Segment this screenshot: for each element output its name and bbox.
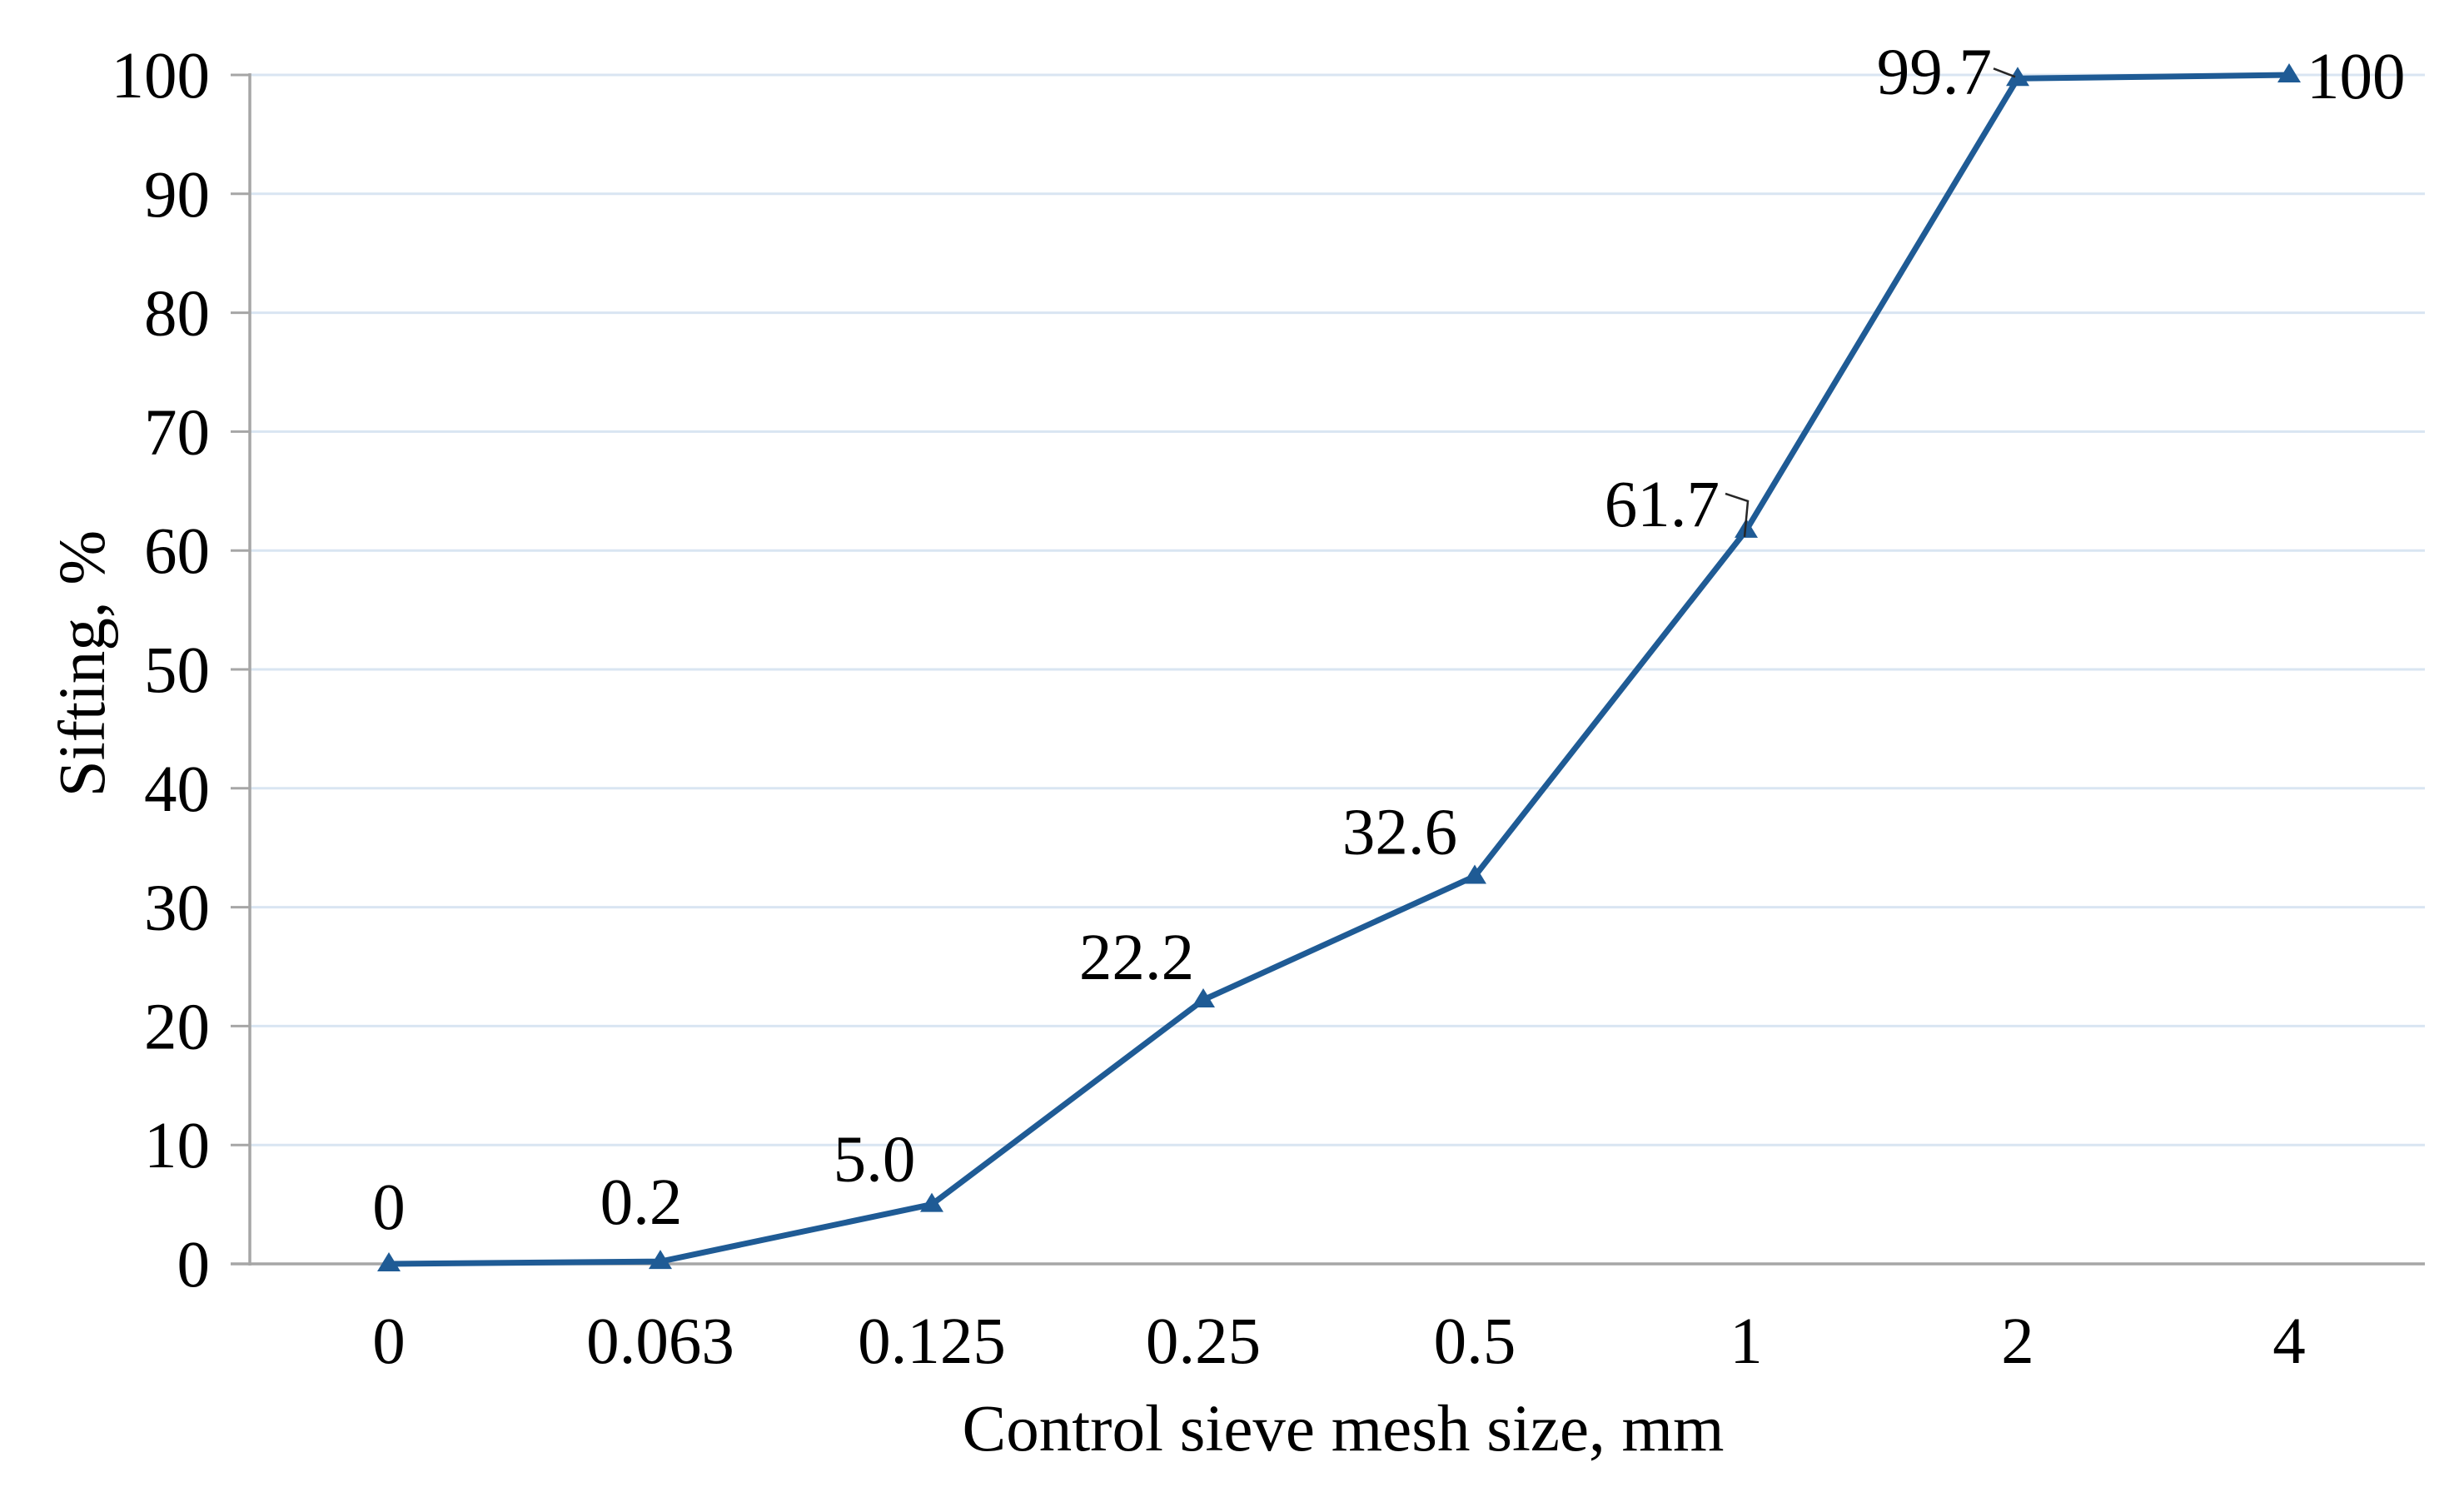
- data-label: 99.7: [1877, 36, 1992, 108]
- data-point-marker: [920, 1192, 943, 1212]
- data-label: 0: [372, 1171, 406, 1244]
- y-tick-label: 20: [144, 991, 210, 1063]
- data-label: 61.7: [1605, 469, 1720, 541]
- data-label-leader: [1725, 492, 1750, 538]
- x-tick-label: 1: [1730, 1306, 1763, 1378]
- x-axis-title: Control sieve mesh size, mm: [963, 1393, 1725, 1465]
- y-tick-label: 90: [144, 159, 210, 231]
- y-tick-label: 10: [144, 1110, 210, 1182]
- x-tick-label: 0: [372, 1306, 406, 1378]
- y-tick-label: 80: [144, 278, 210, 351]
- data-labels-layer: 0 0.2 5.0 22.2 32.6 61.7 99.7 100: [372, 36, 2405, 1244]
- y-tick-label: 40: [144, 753, 210, 826]
- data-label: 0.2: [600, 1166, 683, 1239]
- y-tick-label: 50: [144, 634, 210, 707]
- series-line: [386, 72, 2292, 1267]
- x-tick-label: 0.5: [1434, 1306, 1516, 1378]
- data-label: 5.0: [834, 1124, 916, 1196]
- x-tick-label: 0.125: [858, 1306, 1006, 1378]
- data-label: 22.2: [1079, 922, 1194, 994]
- x-tick-label: 4: [2272, 1306, 2306, 1378]
- data-label: 32.6: [1342, 796, 1457, 868]
- gridlines-layer: [250, 73, 2425, 1146]
- x-tick-label: 0.25: [1146, 1306, 1261, 1378]
- data-point-marker: [1192, 987, 1215, 1007]
- x-tick-label: 2: [2001, 1306, 2034, 1378]
- y-axis-title: Sifting, %: [47, 530, 119, 797]
- series-layer: [377, 63, 2301, 1271]
- y-tick-label: 0: [177, 1229, 211, 1301]
- data-point-marker: [649, 1250, 672, 1270]
- y-tick-label: 30: [144, 873, 210, 945]
- data-point-marker: [2277, 63, 2301, 82]
- y-tick-label: 70: [144, 396, 210, 469]
- data-point-marker: [1463, 864, 1486, 884]
- data-point-marker: [377, 1252, 401, 1271]
- data-label: 100: [2307, 41, 2406, 113]
- y-tick-label: 60: [144, 515, 210, 588]
- x-tick-label: 0.063: [586, 1306, 734, 1378]
- data-label-leader: [1993, 67, 2016, 78]
- y-tick-label: 100: [112, 40, 211, 112]
- data-point-marker: [2006, 67, 2029, 87]
